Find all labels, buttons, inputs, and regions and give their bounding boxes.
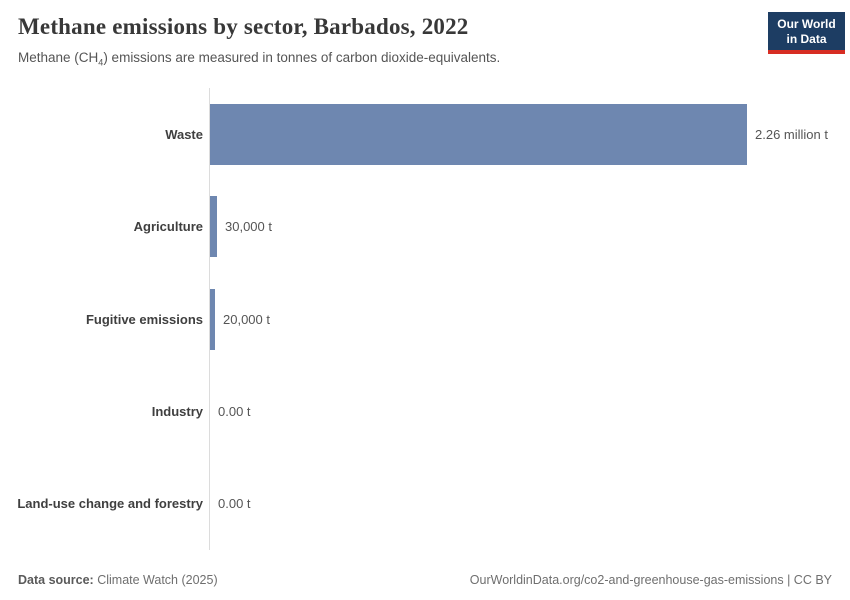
bar-row-land-use: Land-use change and forestry 0.00 t: [0, 458, 850, 550]
bar-rows: Waste 2.26 million t Agriculture 30,000 …: [0, 88, 850, 550]
bar-track: 0.00 t: [210, 473, 850, 534]
bar-track: 20,000 t: [210, 288, 850, 350]
bar[interactable]: [210, 288, 215, 350]
bar-chart-plot: Waste 2.26 million t Agriculture 30,000 …: [0, 88, 850, 550]
value-label: 30,000 t: [225, 219, 272, 235]
data-source-value: Climate Watch (2025): [93, 573, 218, 587]
value-label: 2.26 million t: [755, 126, 828, 142]
bar-track: 2.26 million t: [210, 103, 850, 165]
chart-header: Methane emissions by sector, Barbados, 2…: [18, 14, 832, 68]
value-label: 20,000 t: [223, 311, 270, 327]
category-label: Waste: [165, 126, 203, 142]
owid-logo-line1: Our World: [777, 17, 836, 31]
chart-subtitle: Methane (CH4) emissions are measured in …: [18, 50, 832, 68]
owid-logo-line2: in Data: [786, 31, 827, 46]
chart-footer: Data source: Climate Watch (2025) OurWor…: [18, 573, 832, 587]
value-label: 0.00 t: [218, 496, 251, 512]
subtitle-text-prefix: Methane (CH: [18, 50, 99, 65]
category-label: Industry: [151, 403, 203, 419]
category-label: Agriculture: [133, 219, 203, 235]
category-label: Land-use change and forestry: [17, 496, 203, 512]
bar-row-waste: Waste 2.26 million t: [0, 88, 850, 180]
chart-title: Methane emissions by sector, Barbados, 2…: [18, 14, 469, 39]
owid-logo[interactable]: Our World in Data: [768, 12, 845, 54]
value-label: 0.00 t: [218, 403, 251, 419]
bar-track: 0.00 t: [210, 381, 850, 442]
y-axis-line: [209, 88, 210, 550]
bar[interactable]: [210, 103, 747, 165]
subtitle-text-suffix: ) emissions are measured in tonnes of ca…: [103, 50, 501, 65]
bar-track: 30,000 t: [210, 196, 850, 258]
data-source-label: Data source:: [18, 573, 94, 587]
bar-row-agriculture: Agriculture 30,000 t: [0, 180, 850, 272]
data-source: Data source: Climate Watch (2025): [18, 573, 218, 587]
attribution-link[interactable]: OurWorldinData.org/co2-and-greenhouse-ga…: [469, 573, 832, 587]
bar-row-fugitive-emissions: Fugitive emissions 20,000 t: [0, 273, 850, 365]
subscript-4: 4: [98, 57, 104, 68]
category-label: Fugitive emissions: [85, 311, 203, 327]
bar-row-industry: Industry 0.00 t: [0, 365, 850, 457]
bar[interactable]: [210, 196, 217, 258]
